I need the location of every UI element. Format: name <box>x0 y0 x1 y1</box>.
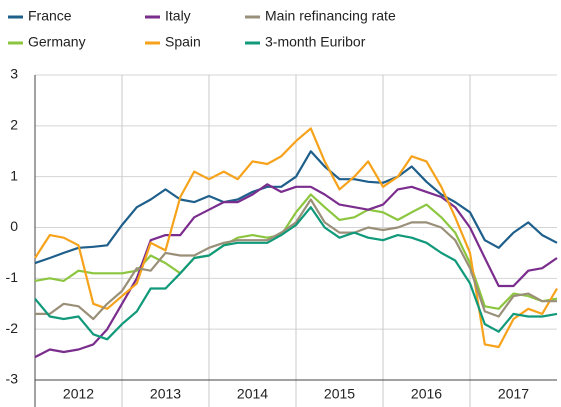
legend-label: 3-month Euribor <box>265 34 366 50</box>
y-tick-label: 1 <box>10 167 18 183</box>
legend-label: Germany <box>28 34 86 50</box>
legend-label: Italy <box>165 8 191 24</box>
x-tick-label: 2015 <box>324 386 355 402</box>
legend-label: Main refinancing rate <box>265 8 396 24</box>
y-tick-label: 3 <box>10 66 18 82</box>
y-tick-label: -1 <box>6 269 19 285</box>
series-line <box>34 183 558 359</box>
legend-label: France <box>28 8 72 24</box>
x-tick-label: 2012 <box>63 386 94 402</box>
series-line <box>34 150 558 265</box>
series-line <box>34 127 558 349</box>
x-tick-label: 2014 <box>237 386 268 402</box>
series-line <box>34 193 558 310</box>
y-tick-label: 0 <box>10 218 18 234</box>
y-tick-label: 2 <box>10 117 18 133</box>
x-tick-label: 2016 <box>411 386 442 402</box>
y-tick-label: -3 <box>6 371 19 387</box>
series-line <box>35 198 557 321</box>
legend-label: Spain <box>165 34 201 50</box>
x-tick-label: 2013 <box>150 386 181 402</box>
y-tick-label: -2 <box>6 320 19 336</box>
x-tick-label: 2017 <box>498 386 529 402</box>
series-line <box>34 206 558 341</box>
